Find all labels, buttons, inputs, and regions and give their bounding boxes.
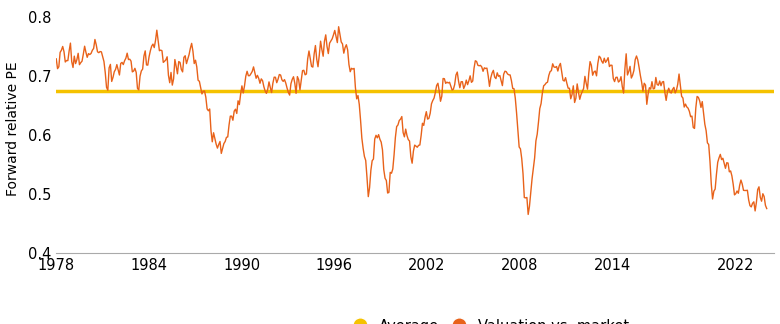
Legend: Average, Valuation vs. market: Average, Valuation vs. market <box>339 313 635 324</box>
Y-axis label: Forward relative PE: Forward relative PE <box>5 62 20 196</box>
